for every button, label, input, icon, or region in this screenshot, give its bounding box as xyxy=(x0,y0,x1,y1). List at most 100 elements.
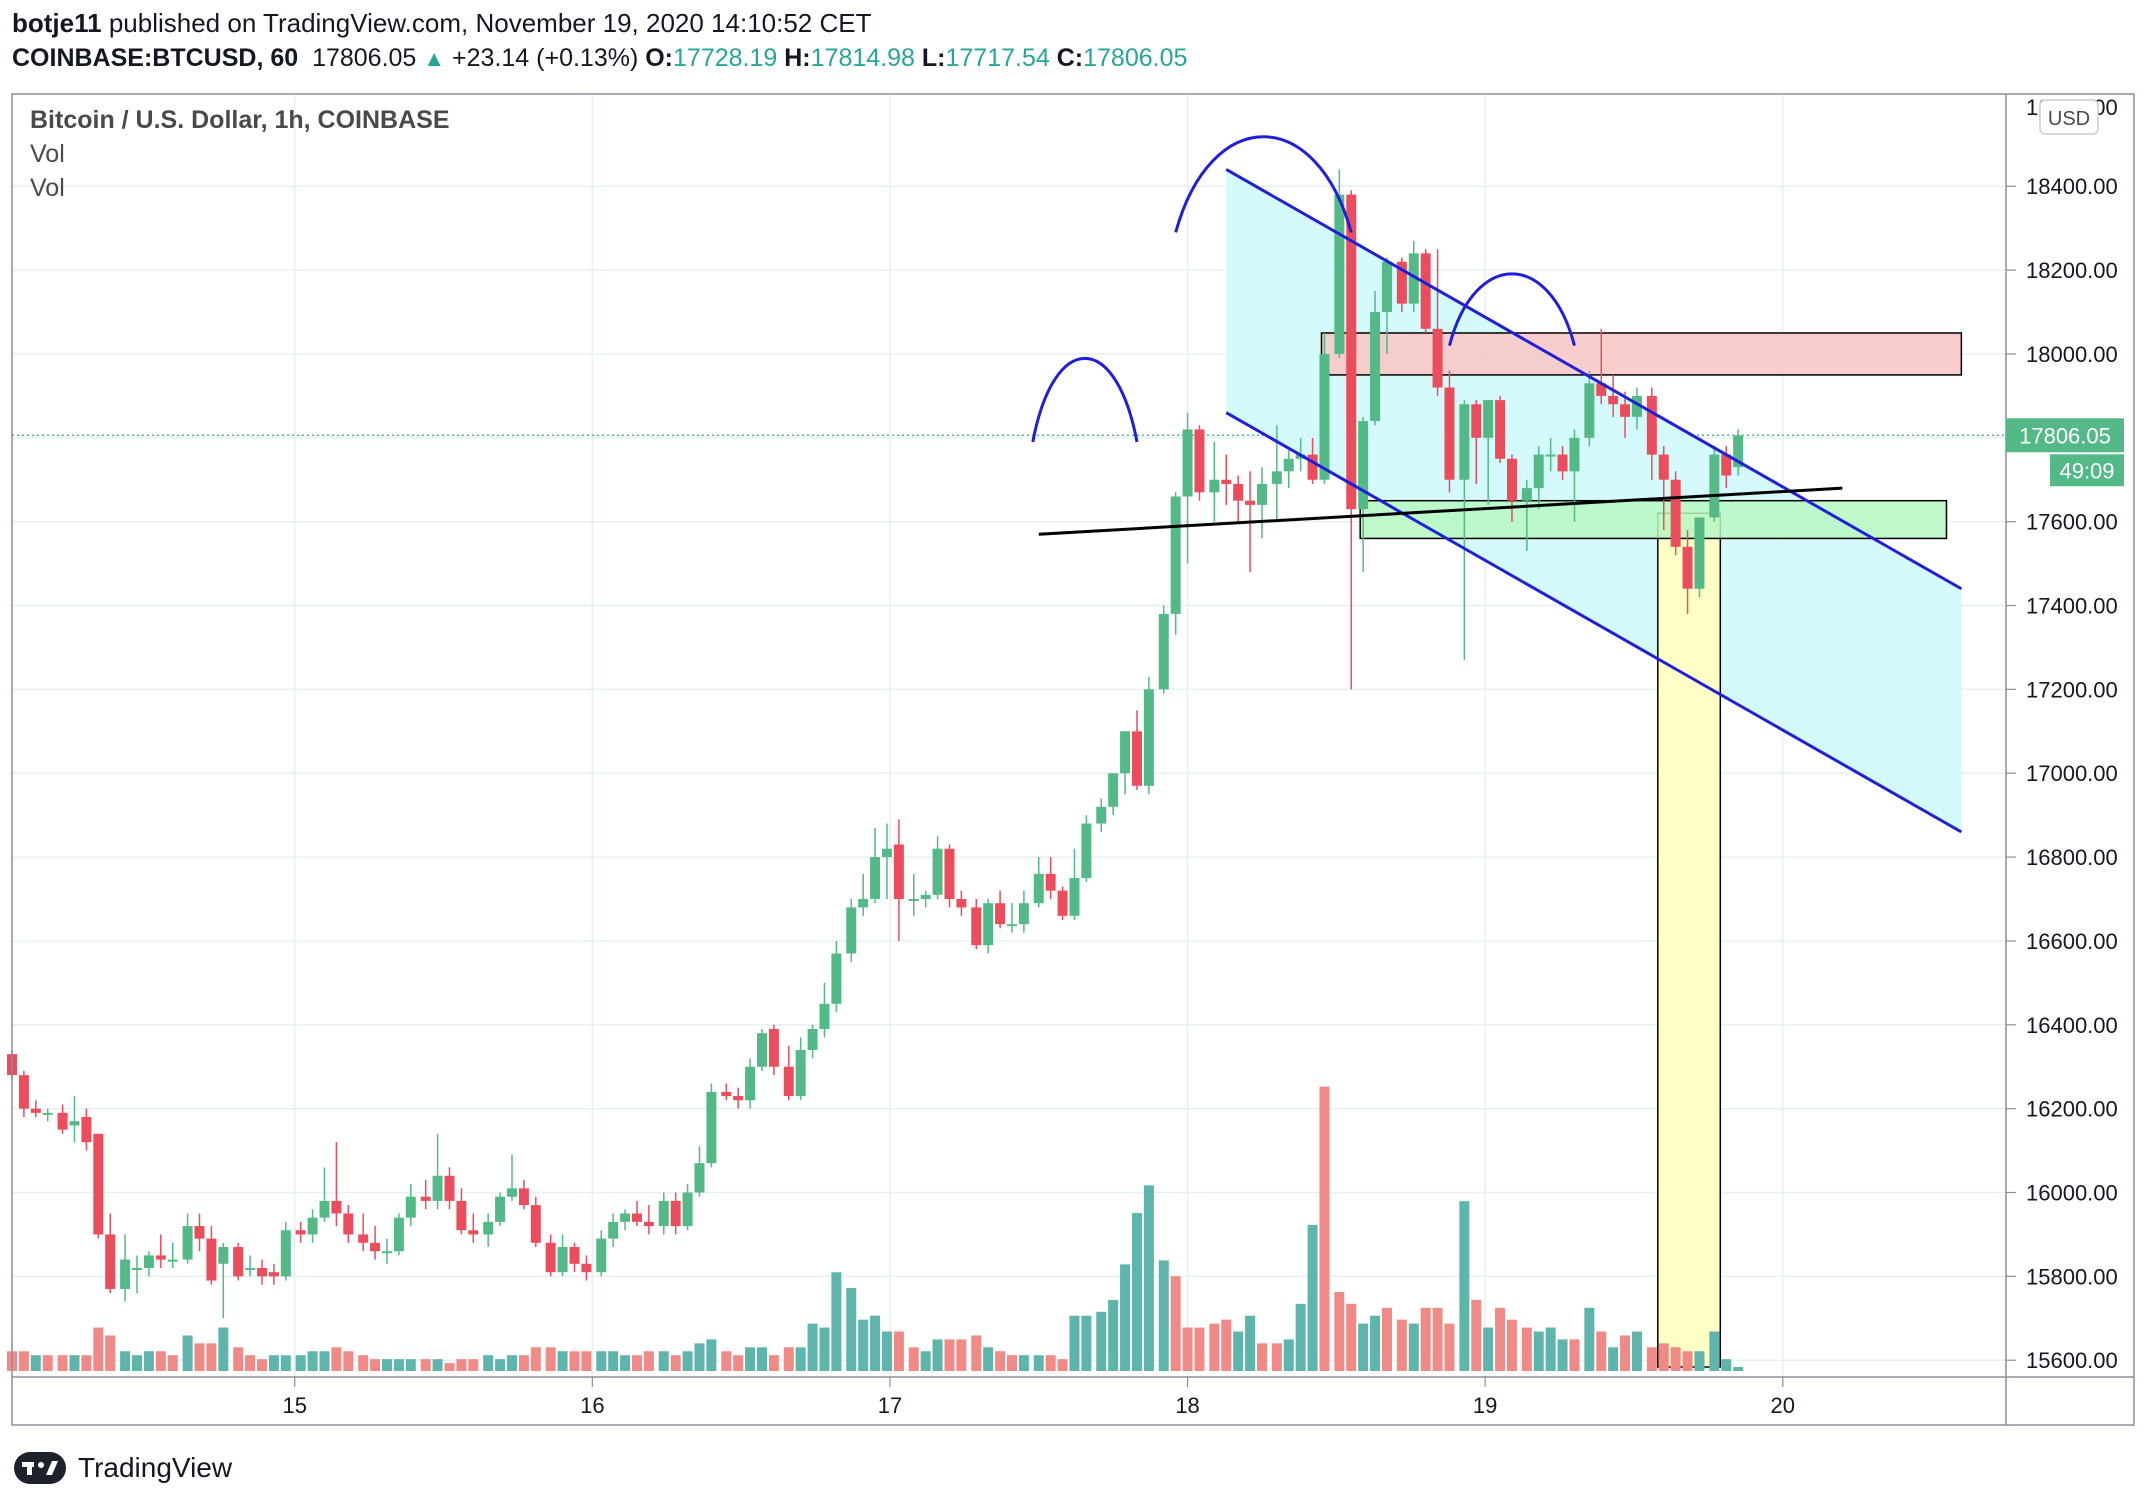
candle-body xyxy=(495,1196,506,1222)
candle-body xyxy=(307,1217,318,1235)
volume-bar xyxy=(1081,1315,1092,1371)
price-tick-label: 15600.00 xyxy=(2026,1348,2118,1373)
currency-button-label[interactable]: USD xyxy=(2048,108,2090,130)
volume-bar xyxy=(295,1355,306,1371)
price-tick-label: 16200.00 xyxy=(2026,1097,2118,1122)
candle-body xyxy=(1620,404,1631,417)
candle-body xyxy=(1334,194,1345,354)
candle-body xyxy=(1158,613,1169,690)
volume-bar xyxy=(456,1359,467,1371)
support-zone xyxy=(1359,499,1948,540)
candle-body xyxy=(1069,878,1080,916)
volume-bar xyxy=(1483,1327,1494,1371)
volume-bar xyxy=(733,1355,744,1371)
candle-body xyxy=(143,1255,154,1268)
candle-body xyxy=(381,1251,392,1254)
candle-body xyxy=(295,1230,306,1235)
volume-bar xyxy=(1608,1347,1619,1371)
volume-bar xyxy=(545,1347,556,1371)
candle-body xyxy=(1670,479,1681,547)
volume-bar xyxy=(319,1351,330,1371)
candle-body xyxy=(155,1255,166,1260)
candle-body xyxy=(858,899,869,908)
volume-bar xyxy=(1670,1347,1681,1371)
candle-body xyxy=(670,1200,681,1227)
author-name[interactable]: botje11 xyxy=(12,8,102,38)
volume-bar xyxy=(1033,1355,1044,1371)
candle-body xyxy=(167,1259,178,1262)
volume-bar xyxy=(893,1331,904,1371)
price-tick-label: 17200.00 xyxy=(2026,677,2118,702)
candle-body xyxy=(1682,546,1693,589)
volume-bar xyxy=(120,1351,131,1371)
volume-bar xyxy=(1256,1343,1267,1371)
volume-bar xyxy=(256,1359,267,1371)
volume-bar xyxy=(1533,1331,1544,1371)
candle-body xyxy=(1658,454,1669,480)
volume-bar xyxy=(643,1351,654,1371)
candle-body xyxy=(1081,823,1092,879)
high-label: H: xyxy=(784,44,811,72)
candle-body xyxy=(444,1175,455,1201)
volume-bar xyxy=(831,1272,842,1371)
candle-body xyxy=(1170,496,1181,614)
candle-body xyxy=(245,1267,256,1270)
volume-bar xyxy=(30,1355,41,1371)
volume-bar xyxy=(143,1351,154,1371)
candle-body xyxy=(1444,387,1455,480)
volume-bar xyxy=(983,1347,994,1371)
last-price-tag xyxy=(2006,418,2124,453)
candle-body xyxy=(1459,404,1470,480)
candlesticks xyxy=(7,169,1744,1319)
volume-bar xyxy=(971,1335,982,1371)
channel-upper-trendline xyxy=(1225,168,1963,591)
volume-bar xyxy=(1459,1201,1470,1371)
volume-bar xyxy=(1233,1331,1244,1371)
candle-body xyxy=(182,1226,193,1260)
volume-bar xyxy=(620,1355,631,1371)
candle-body xyxy=(1271,471,1282,484)
low-label: L: xyxy=(921,44,946,72)
volume-bar xyxy=(381,1359,392,1371)
time-tick-label: 18 xyxy=(1175,1393,1199,1418)
volume-bar xyxy=(1709,1331,1720,1371)
volume-bar xyxy=(1143,1185,1154,1371)
volume-bar xyxy=(1596,1331,1607,1371)
price-tick-label: 16000.00 xyxy=(2026,1181,2118,1206)
volume-bar xyxy=(596,1351,607,1371)
candle-body xyxy=(1631,395,1642,417)
volume-bar xyxy=(1319,1086,1330,1371)
candle-body xyxy=(120,1259,131,1289)
candle-body xyxy=(1596,383,1607,396)
volume-bar xyxy=(1346,1303,1357,1371)
price-tick-label: 18200.00 xyxy=(2026,258,2118,283)
volume-bar xyxy=(206,1343,217,1371)
volume-bar xyxy=(1370,1315,1381,1371)
currency-button[interactable]: USD xyxy=(2039,99,2099,135)
currency-button-frame[interactable] xyxy=(2039,99,2099,135)
candle-body xyxy=(69,1121,80,1126)
volume-bar xyxy=(331,1347,342,1371)
volume-bar xyxy=(1045,1355,1056,1371)
candle-body xyxy=(131,1267,142,1270)
candle-body xyxy=(745,1066,756,1101)
volume-bar xyxy=(1194,1327,1205,1371)
candle-body xyxy=(1408,253,1419,304)
tradingview-brand[interactable]: TradingView xyxy=(14,1452,232,1484)
published-text: published on TradingView.com, November 1… xyxy=(108,8,872,38)
volume-bar xyxy=(1334,1292,1345,1371)
candle-body xyxy=(1096,806,1107,824)
candle-body xyxy=(530,1205,541,1243)
candle-body xyxy=(1471,404,1482,438)
price-tick-label: 18400.00 xyxy=(2026,174,2118,199)
resistance-zone xyxy=(1320,332,1963,376)
volume-bar xyxy=(569,1351,580,1371)
volume-bar xyxy=(1120,1264,1131,1371)
candle-body xyxy=(944,848,955,900)
candle-body xyxy=(596,1238,607,1273)
neckline xyxy=(1038,486,1843,536)
candle-body xyxy=(1245,500,1256,505)
candle-body xyxy=(908,899,919,902)
volume-bar xyxy=(218,1327,229,1371)
